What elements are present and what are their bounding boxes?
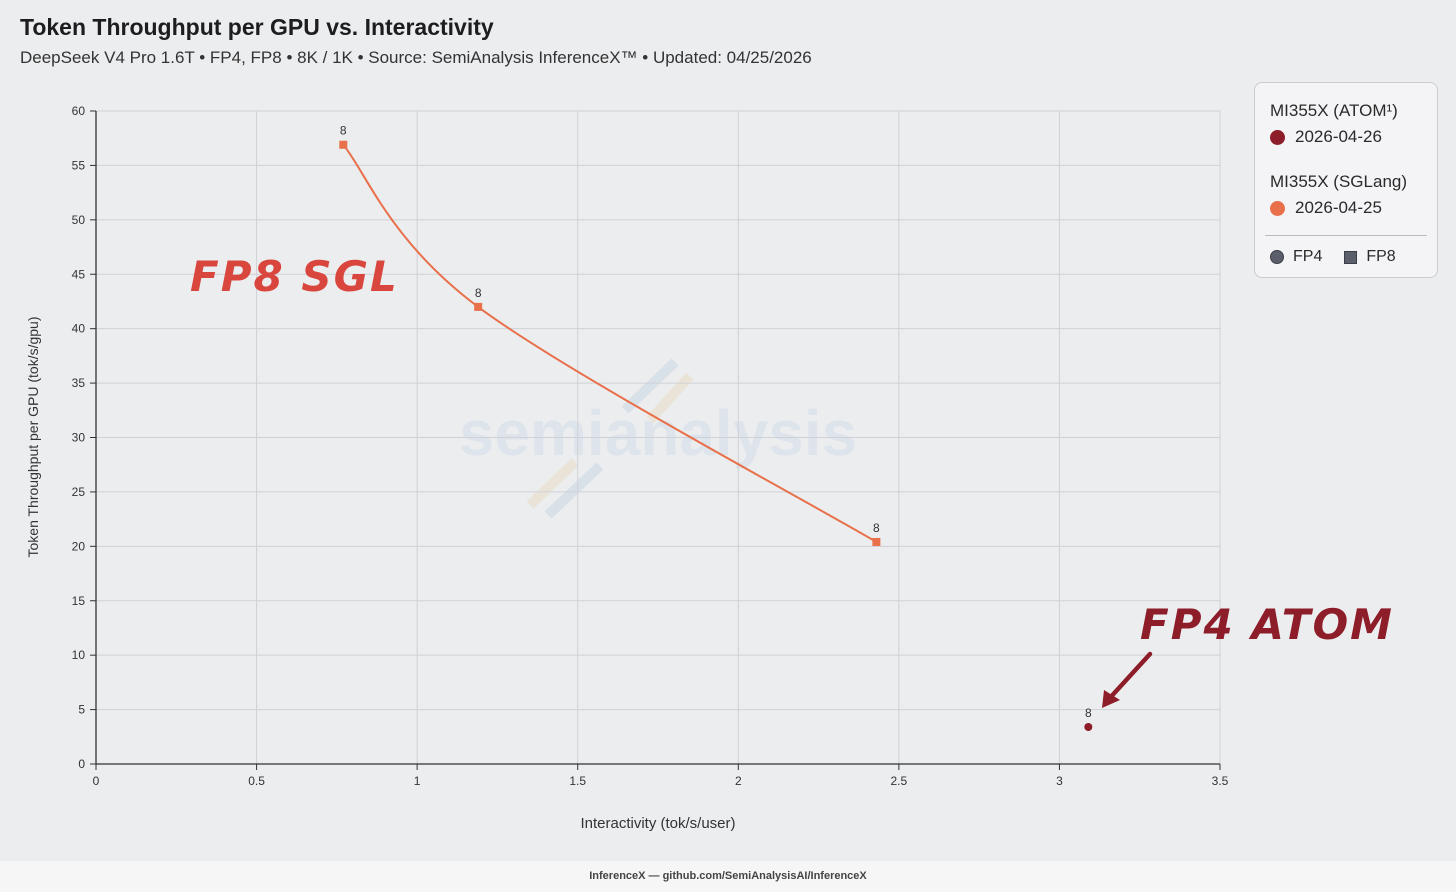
legend-series-date: 2026-04-26: [1295, 127, 1382, 146]
x-tick-label: 1.5: [569, 774, 586, 788]
y-tick-label: 10: [72, 648, 86, 662]
circle-icon: [1270, 250, 1284, 264]
y-tick-label: 15: [72, 594, 86, 608]
data-point-circle: [1084, 722, 1093, 731]
grid: [96, 110, 1221, 764]
y-tick-label: 55: [72, 158, 86, 172]
data-point-square: [339, 140, 348, 149]
legend-shape-key: FP4 FP8: [1270, 248, 1396, 266]
y-tick-label: 30: [72, 431, 86, 445]
x-tick-label: 1: [414, 774, 421, 788]
x-tick-label: 3.5: [1212, 774, 1229, 788]
data-label: 8: [340, 124, 347, 138]
y-tick-label: 5: [78, 703, 85, 717]
legend-series-date: 2026-04-25: [1295, 198, 1382, 217]
legend-shape-fp4: FP4: [1293, 248, 1323, 265]
square-icon: [1344, 250, 1358, 264]
x-tick-label: 3: [1056, 774, 1063, 788]
legend-series-name: MI355X (SGLang): [1270, 172, 1408, 191]
data-label: 8: [873, 521, 880, 535]
legend-divider: [1265, 235, 1427, 236]
chart-subtitle: DeepSeek V4 Pro 1.6T • FP4, FP8 • 8K / 1…: [20, 48, 812, 67]
data-label: 8: [1085, 706, 1092, 720]
y-tick-label: 35: [72, 376, 86, 390]
y-tick-label: 45: [72, 267, 86, 281]
data-point-square: [872, 537, 881, 546]
x-tick-label: 2: [735, 774, 742, 788]
legend-item-atom[interactable]: MI355X (ATOM¹) 2026-04-26: [1270, 101, 1398, 147]
y-tick-label: 40: [72, 322, 86, 336]
legend-dot-icon: [1270, 200, 1285, 216]
x-tick-label: 2.5: [891, 774, 908, 788]
annotation-fp8-sgl: FP8 SGL: [190, 252, 399, 301]
annotation-fp4-atom: FP4 ATOM: [1140, 600, 1394, 649]
annotation-arrow: [1105, 651, 1153, 703]
watermark: semianalysis: [459, 358, 858, 519]
y-axis-label: Token Throughput per GPU (tok/s/gpu): [25, 317, 41, 558]
series: 8 8 8 8: [339, 124, 1093, 731]
data-label: 8: [475, 286, 482, 300]
y-tick-label: 50: [72, 213, 86, 227]
chart-plot: semianalysis 0 0.5 1 1.5 2 2.5 3 3.5 0 5 10 15 20 25 3…: [25, 104, 1229, 832]
legend-date-row: 2026-04-26: [1270, 127, 1398, 147]
legend-series-name: MI355X (ATOM¹): [1270, 101, 1398, 120]
x-tick-label: 0.5: [248, 774, 265, 788]
legend-item-sglang[interactable]: MI355X (SGLang) 2026-04-25: [1270, 172, 1407, 218]
y-tick-label: 0: [78, 757, 85, 771]
data-point-square: [474, 302, 483, 311]
axes: 0 0.5 1 1.5 2 2.5 3 3.5 0 5 10 15 20 25 30 35 40 45 50 55 60: [72, 104, 1229, 788]
legend-dot-icon: [1270, 129, 1285, 145]
annotation-arrowhead: [1102, 690, 1120, 708]
legend-shape-fp8: FP8: [1366, 248, 1396, 265]
footer: InferenceX — github.com/SemiAnalysisAI/I…: [0, 861, 1456, 892]
legend: MI355X (ATOM¹) 2026-04-26 MI355X (SGLang…: [1254, 82, 1438, 278]
x-axis-label: Interactivity (tok/s/user): [580, 815, 735, 832]
chart-title: Token Throughput per GPU vs. Interactivi…: [20, 14, 494, 40]
watermark-text: semianalysis: [459, 397, 858, 469]
series-line: [342, 144, 877, 543]
y-tick-label: 60: [72, 104, 86, 118]
legend-date-row: 2026-04-25: [1270, 198, 1407, 218]
x-tick-label: 0: [93, 774, 100, 788]
y-tick-label: 25: [72, 485, 86, 499]
y-tick-label: 20: [72, 539, 86, 553]
